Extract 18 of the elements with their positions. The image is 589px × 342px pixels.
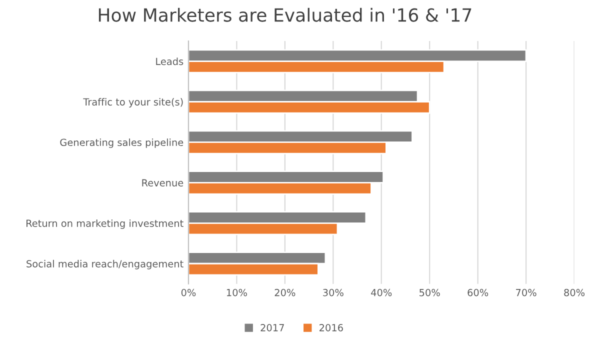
y-tick-label: Social media reach/engagement: [26, 260, 184, 270]
x-tick-label: 40%: [371, 288, 392, 296]
x-tick-label: 0%: [181, 288, 196, 296]
y-tick-label: Revenue: [142, 179, 184, 187]
x-tick-label: 30%: [323, 288, 344, 296]
x-tick-label: 60%: [468, 288, 488, 296]
y-tick-label: Leads: [156, 58, 184, 66]
x-tick-label: 50%: [420, 288, 440, 296]
x-tick-label: 80%: [564, 288, 585, 296]
chart-title: How Marketers are Evaluated in '16 & '17: [98, 8, 472, 22]
legend-label: 2017: [260, 324, 284, 332]
y-tick-label: Traffic to your site(s): [83, 98, 183, 108]
x-tick-label: 70%: [516, 288, 536, 296]
x-tick-label: 20%: [274, 288, 296, 296]
legend-label: 2016: [320, 324, 343, 332]
y-tick-label: Return on marketing investment: [26, 219, 184, 229]
x-tick-label: 10%: [226, 288, 247, 296]
y-tick-label: Generating sales pipeline: [60, 138, 184, 148]
